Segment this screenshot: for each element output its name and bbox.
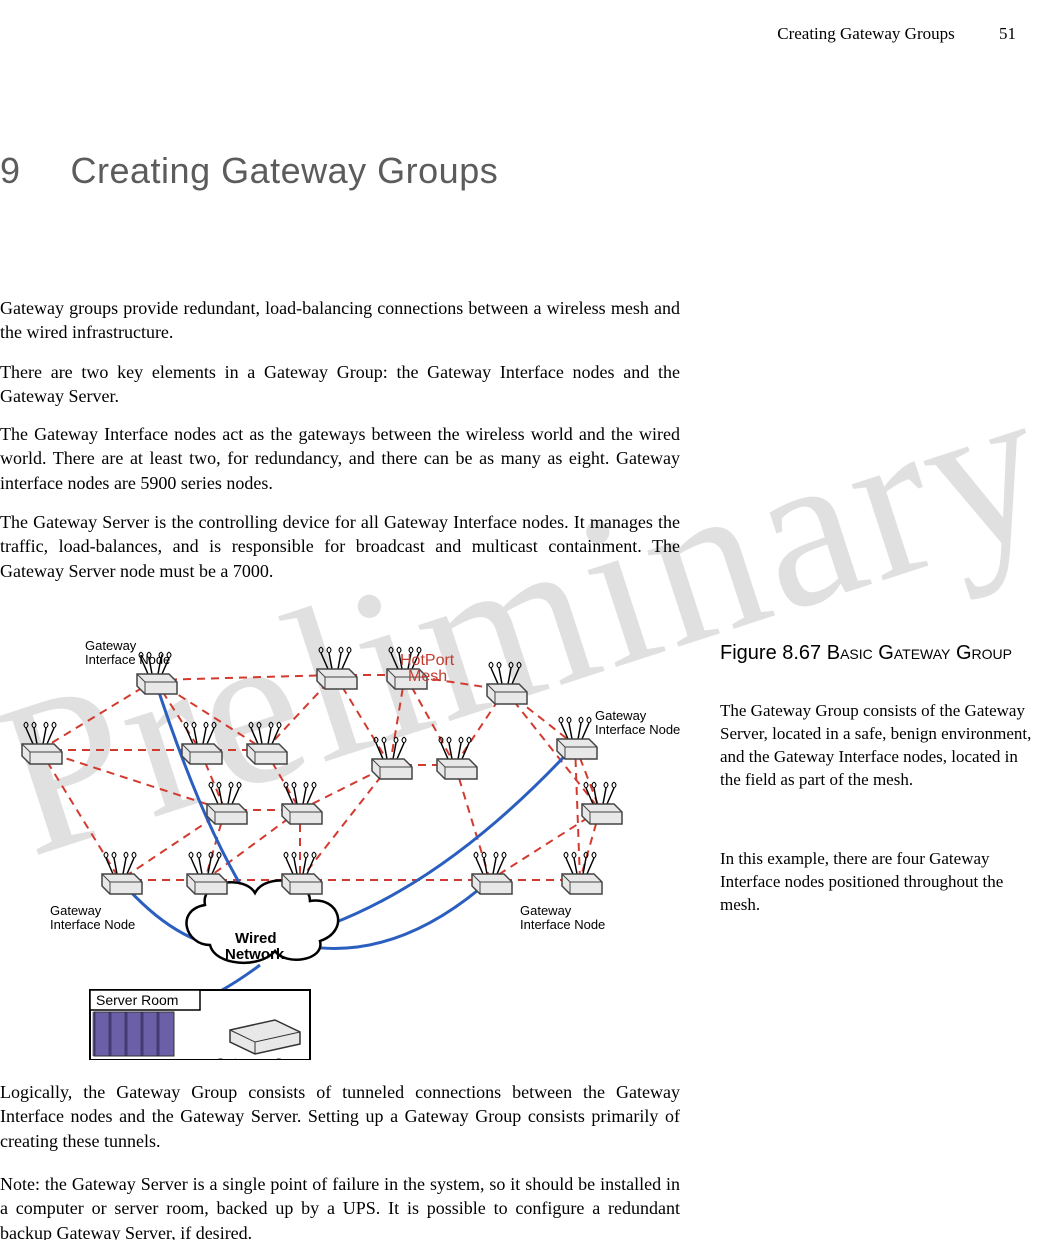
gateway-interface-node: GatewayInterface Node (85, 638, 177, 694)
svg-text:Interface Node: Interface Node (520, 917, 605, 932)
figure-desc: The Gateway Group consists of the Gatewa… (720, 700, 1040, 792)
chapter-heading: 9 Creating Gateway Groups (0, 150, 498, 192)
svg-text:Server Room: Server Room (96, 992, 178, 1008)
page: Preliminary Creating Gateway Groups 51 9… (0, 0, 1046, 1240)
svg-text:Gateway: Gateway (520, 903, 572, 918)
mesh-node (582, 782, 622, 824)
svg-text:Interface Node: Interface Node (50, 917, 135, 932)
svg-text:Wired: Wired (235, 930, 277, 947)
page-number: 51 (999, 24, 1016, 43)
mesh-link (575, 745, 580, 880)
wired-links (120, 680, 575, 1010)
svg-text:Interface Node: Interface Node (85, 652, 170, 667)
mesh-node (562, 852, 602, 894)
figure-number: Figure 8.67 (720, 642, 827, 664)
running-header: Creating Gateway Groups 51 (777, 24, 1016, 44)
paragraph: Logically, the Gateway Group consists of… (0, 1080, 680, 1153)
server-room: Server Room Gateway Server (90, 990, 316, 1060)
gateway-server-label: Gateway Server (215, 1055, 316, 1060)
mesh-link (40, 680, 155, 750)
chapter-number: 9 (0, 150, 60, 192)
mesh-node (207, 782, 247, 824)
gateway-interface-node: GatewayInterface Node (50, 852, 142, 932)
svg-text:Mesh: Mesh (408, 668, 447, 685)
mesh-node (487, 662, 527, 704)
paragraph: There are two key elements in a Gateway … (0, 360, 680, 409)
running-title: Creating Gateway Groups (777, 24, 955, 43)
mesh-link (40, 750, 120, 880)
figure-title: Basic Gateway Group (827, 642, 1012, 664)
svg-text:Gateway: Gateway (85, 638, 137, 653)
paragraph: Note: the Gateway Server is a single poi… (0, 1172, 680, 1240)
mesh-link (155, 675, 335, 680)
svg-text:Interface Node: Interface Node (595, 722, 680, 737)
chapter-title-text: Creating Gateway Groups (71, 150, 499, 191)
svg-text:Gateway: Gateway (595, 708, 647, 723)
figure-desc: In this example, there are four Gateway … (720, 848, 1040, 917)
mesh-links (40, 675, 600, 880)
mesh-node (437, 737, 477, 779)
paragraph: Gateway groups provide redundant, load-b… (0, 296, 680, 345)
mesh-node (317, 647, 357, 689)
mesh-node (187, 852, 227, 894)
svg-text:Gateway: Gateway (50, 903, 102, 918)
svg-text:Network: Network (225, 946, 285, 963)
mesh-node (22, 722, 62, 764)
gateway-interface-node: GatewayInterface Node (557, 708, 680, 759)
paragraph: The Gateway Server is the controlling de… (0, 510, 680, 583)
figure-caption: Figure 8.67 Basic Gateway Group (720, 640, 1040, 667)
gateway-diagram: WiredNetworkGatewayInterface NodeGateway… (0, 620, 700, 1060)
mesh-node (182, 722, 222, 764)
hotport-label: HotPort (400, 652, 455, 669)
paragraph: The Gateway Interface nodes act as the g… (0, 422, 680, 495)
